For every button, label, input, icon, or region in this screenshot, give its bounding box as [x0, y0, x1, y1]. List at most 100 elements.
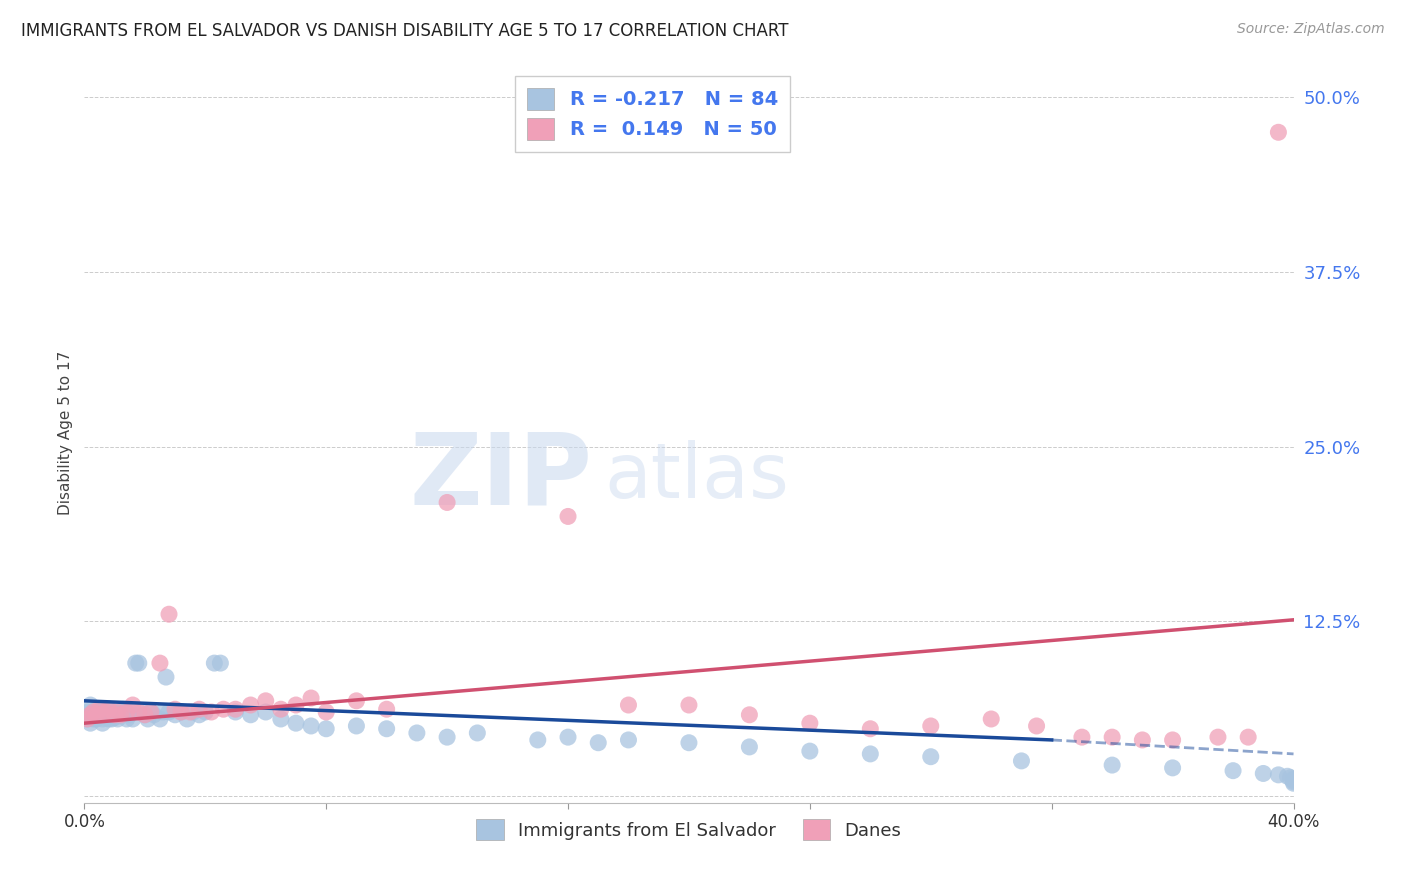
Point	[94, 709, 117, 723]
Point	[254, 694, 277, 708]
Point	[76, 712, 98, 726]
Point	[254, 705, 277, 719]
Point	[1101, 758, 1123, 772]
Point	[121, 712, 143, 726]
Point	[1282, 773, 1305, 788]
Point	[152, 705, 174, 719]
Point	[79, 716, 101, 731]
Point	[94, 705, 117, 719]
Point	[165, 702, 187, 716]
Point	[97, 712, 120, 726]
Point	[79, 707, 101, 722]
Point	[239, 707, 262, 722]
Point	[82, 712, 104, 726]
Text: atlas: atlas	[605, 440, 789, 514]
Point	[139, 705, 162, 719]
Point	[115, 712, 138, 726]
Point	[1130, 733, 1153, 747]
Point	[89, 710, 111, 724]
Point	[136, 712, 159, 726]
Point	[112, 702, 135, 716]
Point	[86, 702, 108, 716]
Point	[131, 705, 153, 719]
Point	[799, 744, 821, 758]
Point	[91, 716, 114, 731]
Point	[125, 656, 148, 670]
Point	[225, 702, 247, 716]
Point	[181, 705, 204, 719]
Point	[134, 707, 156, 722]
Point	[149, 656, 172, 670]
Point	[121, 698, 143, 712]
Point	[157, 607, 180, 622]
Point	[128, 705, 150, 719]
Point	[315, 705, 337, 719]
Point	[139, 705, 162, 719]
Point	[375, 702, 398, 716]
Point	[1237, 730, 1260, 744]
Point	[209, 656, 232, 670]
Point	[346, 694, 368, 708]
Point	[738, 707, 761, 722]
Point	[678, 698, 700, 712]
Point	[134, 707, 156, 722]
Point	[91, 707, 114, 722]
Point	[86, 712, 108, 726]
Point	[142, 707, 165, 722]
Point	[107, 705, 129, 719]
Point	[76, 712, 98, 726]
Point	[86, 707, 108, 722]
Point	[1277, 769, 1299, 783]
Point	[406, 726, 429, 740]
Text: Source: ZipAtlas.com: Source: ZipAtlas.com	[1237, 22, 1385, 37]
Point	[557, 509, 579, 524]
Point	[179, 705, 201, 719]
Text: ZIP: ZIP	[409, 428, 592, 525]
Point	[980, 712, 1002, 726]
Point	[299, 719, 322, 733]
Point	[1101, 730, 1123, 744]
Point	[1279, 771, 1302, 785]
Point	[678, 736, 700, 750]
Point	[118, 707, 141, 722]
Point	[299, 691, 322, 706]
Point	[100, 707, 122, 722]
Point	[91, 707, 114, 722]
Point	[375, 722, 398, 736]
Point	[82, 707, 104, 722]
Point	[157, 705, 180, 719]
Point	[1267, 125, 1289, 139]
Point	[104, 710, 127, 724]
Point	[165, 707, 187, 722]
Point	[100, 712, 122, 726]
Point	[346, 719, 368, 733]
Point	[920, 719, 942, 733]
Point	[270, 712, 292, 726]
Point	[79, 698, 101, 712]
Point	[285, 716, 308, 731]
Point	[89, 705, 111, 719]
Point	[1071, 730, 1094, 744]
Point	[617, 698, 640, 712]
Point	[104, 705, 127, 719]
Point	[128, 656, 150, 670]
Point	[110, 705, 132, 719]
Point	[155, 670, 177, 684]
Point	[738, 739, 761, 754]
Point	[97, 702, 120, 716]
Point	[82, 705, 104, 719]
Point	[859, 722, 882, 736]
Point	[617, 733, 640, 747]
Point	[588, 736, 610, 750]
Point	[1282, 772, 1305, 786]
Point	[270, 702, 292, 716]
Point	[91, 712, 114, 726]
Point	[315, 722, 337, 736]
Point	[118, 705, 141, 719]
Text: IMMIGRANTS FROM EL SALVADOR VS DANISH DISABILITY AGE 5 TO 17 CORRELATION CHART: IMMIGRANTS FROM EL SALVADOR VS DANISH DI…	[21, 22, 789, 40]
Point	[1282, 775, 1305, 789]
Point	[107, 712, 129, 726]
Point	[115, 705, 138, 719]
Point	[467, 726, 489, 740]
Point	[1253, 766, 1275, 780]
